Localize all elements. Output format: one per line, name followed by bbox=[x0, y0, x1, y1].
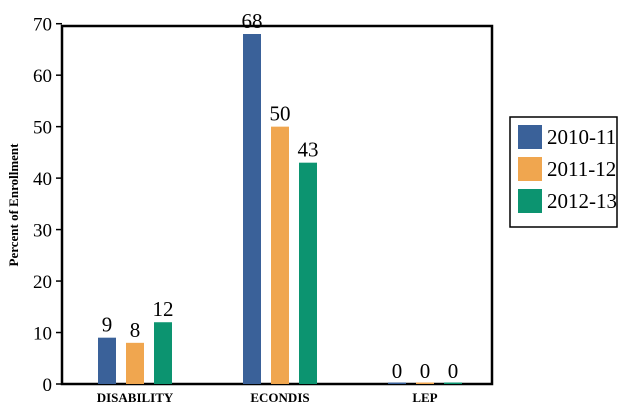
data-label: 0 bbox=[420, 359, 431, 383]
legend-swatch bbox=[518, 189, 542, 213]
y-tick-label: 10 bbox=[33, 324, 52, 345]
legend: 2010-11 2011-12 2012-13 bbox=[509, 116, 618, 228]
data-label: 0 bbox=[448, 359, 459, 383]
data-label: 50 bbox=[270, 102, 291, 126]
bar-lep-2010-11 bbox=[388, 382, 406, 384]
data-label: 68 bbox=[242, 9, 263, 33]
y-tick-label: 30 bbox=[33, 221, 52, 242]
y-tick-label: 60 bbox=[33, 66, 52, 87]
data-label: 12 bbox=[153, 297, 174, 321]
x-category-label: ECONDIS bbox=[250, 390, 309, 405]
x-category-label: LEP bbox=[412, 390, 437, 405]
y-tick-label: 50 bbox=[33, 118, 52, 139]
bar-econdis-2012-13 bbox=[299, 162, 317, 384]
bar-disability-2012-13 bbox=[154, 322, 172, 384]
bar-disability-2011-12 bbox=[126, 342, 144, 384]
legend-swatch bbox=[518, 157, 542, 181]
y-tick-label: 20 bbox=[33, 272, 52, 293]
bar-lep-2011-12 bbox=[416, 382, 434, 384]
bar-econdis-2011-12 bbox=[271, 126, 289, 384]
data-label: 8 bbox=[130, 318, 141, 342]
bar-lep-2012-13 bbox=[444, 382, 462, 384]
data-label: 9 bbox=[102, 313, 113, 337]
legend-swatch bbox=[518, 125, 542, 149]
data-label: 43 bbox=[298, 138, 319, 162]
legend-label: 2010-11 bbox=[547, 125, 616, 149]
y-axis-label: Percent of Enrollment bbox=[6, 143, 21, 267]
bar-disability-2010-11 bbox=[98, 337, 116, 384]
legend-label: 2011-12 bbox=[547, 157, 616, 181]
y-tick-label: 70 bbox=[33, 15, 52, 36]
data-label: 0 bbox=[392, 359, 403, 383]
legend-label: 2012-13 bbox=[547, 189, 617, 213]
y-tick-label: 40 bbox=[33, 169, 52, 190]
bar-econdis-2010-11 bbox=[243, 34, 261, 384]
y-tick-label: 0 bbox=[43, 375, 53, 396]
x-category-label: DISABILITY bbox=[97, 390, 174, 405]
